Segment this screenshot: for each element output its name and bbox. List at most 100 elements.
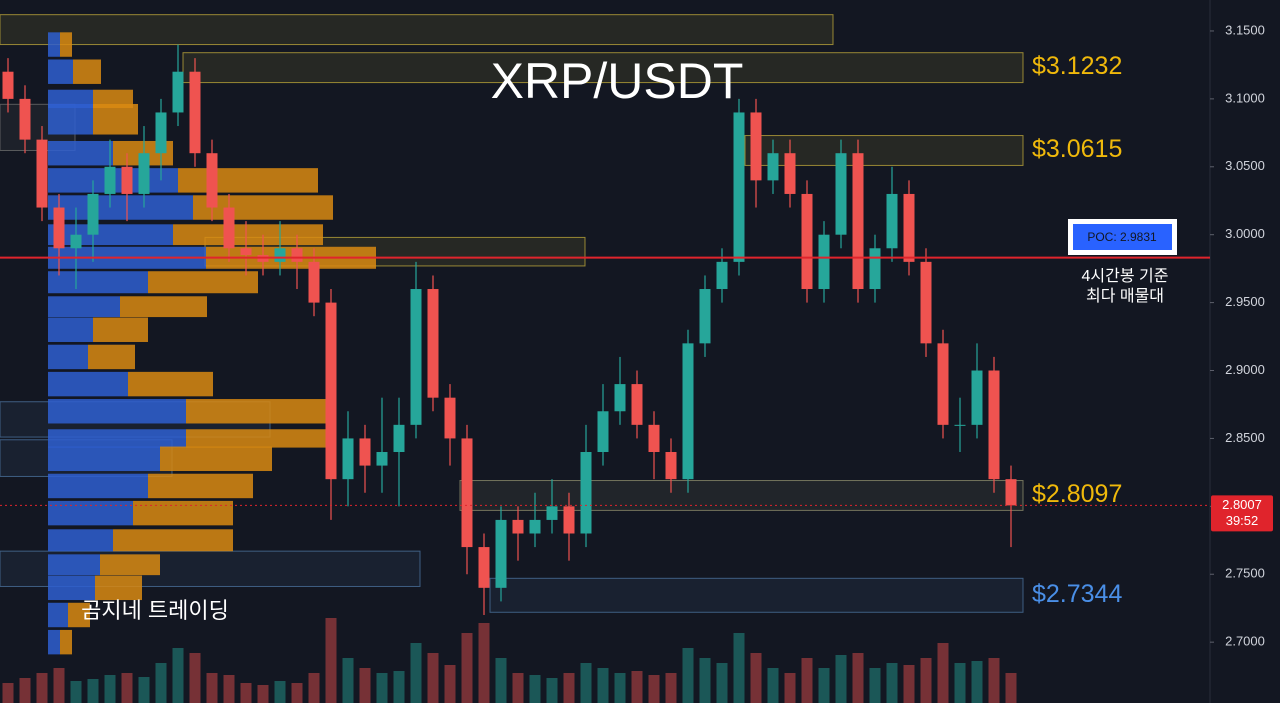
volume-bar <box>801 658 813 703</box>
candle-body <box>495 519 507 588</box>
candle-body <box>410 289 422 425</box>
volume-bar <box>580 663 592 703</box>
volume-bar <box>988 658 1000 703</box>
candle-body <box>767 153 779 181</box>
profile-sell <box>95 575 142 601</box>
volume-bar <box>954 663 966 703</box>
candle-body <box>19 98 31 140</box>
volume-bar <box>699 658 711 703</box>
candle-body <box>36 139 48 208</box>
plot: $3.1232 $3.0615 $2.8097 $2.7344 3.1500 3.1000… <box>0 14 1273 703</box>
profile-buy <box>48 602 68 628</box>
candle-body <box>121 166 133 194</box>
candle-body <box>903 193 915 262</box>
candle-body <box>53 207 65 249</box>
volume-bar <box>682 648 694 703</box>
profile-sell <box>68 602 90 628</box>
volume-bar <box>393 671 405 703</box>
candle-body <box>852 153 864 290</box>
candle-body <box>87 193 99 235</box>
candle-body <box>937 343 949 425</box>
candle-body <box>189 71 201 154</box>
candle-body <box>716 261 728 290</box>
volume-bar <box>155 663 167 703</box>
candle-body <box>971 370 983 425</box>
profile-buy <box>48 59 73 84</box>
volume-bar <box>206 673 218 703</box>
volume-bar <box>750 653 762 703</box>
volume-bar <box>818 668 830 703</box>
candle-body <box>750 112 762 181</box>
volume-bar <box>903 665 915 703</box>
candle-body <box>172 71 184 113</box>
profile-buy <box>48 103 93 135</box>
profile-buy <box>48 575 95 601</box>
zone-label: $2.7344 <box>1032 580 1122 608</box>
candle-body <box>308 261 320 303</box>
profile-buy <box>48 554 100 576</box>
zone-label: $3.1232 <box>1032 52 1122 80</box>
candle-body <box>512 519 524 534</box>
candle-body <box>920 261 932 344</box>
volume-bar <box>308 673 320 703</box>
candle-body <box>155 112 167 154</box>
candle-body <box>733 112 745 262</box>
y-tick-label: 2.9000 <box>1225 362 1265 377</box>
candle-body <box>138 153 150 194</box>
last-price-tag <box>1211 495 1273 532</box>
volume-bar <box>189 653 201 703</box>
volume-bar <box>325 618 337 703</box>
candle-body <box>563 506 575 534</box>
profile-buy <box>48 500 133 526</box>
volume-bar <box>478 623 490 703</box>
candle-body <box>546 506 558 520</box>
volume-bar <box>138 677 150 703</box>
profile-sell <box>178 168 318 193</box>
volume-bar <box>971 661 983 703</box>
profile-buy <box>48 371 128 397</box>
candle-body <box>359 438 371 466</box>
candle-body <box>886 193 898 249</box>
candle-body <box>614 384 626 412</box>
profile-buy <box>48 446 160 472</box>
candle-body <box>206 153 218 208</box>
y-tick-label: 3.0500 <box>1225 158 1265 173</box>
profile-sell <box>120 296 207 318</box>
candle-body <box>342 438 354 480</box>
volume-bar <box>733 633 745 703</box>
volume-bar <box>665 673 677 703</box>
candle-body <box>648 424 660 453</box>
volume-bar <box>359 668 371 703</box>
volume-bar <box>376 673 388 703</box>
y-tick-label: 2.9500 <box>1225 294 1265 309</box>
profile-buy <box>48 429 186 448</box>
profile-sell <box>148 271 258 294</box>
profile-sell <box>93 103 138 135</box>
candle-body <box>631 384 643 425</box>
profile-sell <box>148 473 253 499</box>
candle-body <box>801 193 813 290</box>
volume-bar <box>512 673 524 703</box>
zone <box>182 52 1024 84</box>
volume-bar <box>1005 673 1017 703</box>
candle-body <box>325 302 337 480</box>
poc-note: 최다 매물대 <box>1086 287 1164 305</box>
candle-body <box>529 519 541 534</box>
volume-bar <box>852 653 864 703</box>
candle-body <box>784 153 796 194</box>
volume-bar <box>291 683 303 703</box>
profile-buy <box>48 399 186 424</box>
candle-body <box>2 71 14 99</box>
candle-body <box>240 248 252 256</box>
profile-sell <box>186 429 331 448</box>
candle-body <box>597 411 609 453</box>
y-tick-label: 3.1000 <box>1225 90 1265 105</box>
zone <box>459 480 1024 511</box>
volume-bar <box>2 683 14 703</box>
candle-body <box>954 424 966 426</box>
profile-sell <box>60 32 72 57</box>
profile-buy <box>48 473 148 499</box>
candle-body <box>427 289 439 398</box>
zone <box>489 577 1024 613</box>
